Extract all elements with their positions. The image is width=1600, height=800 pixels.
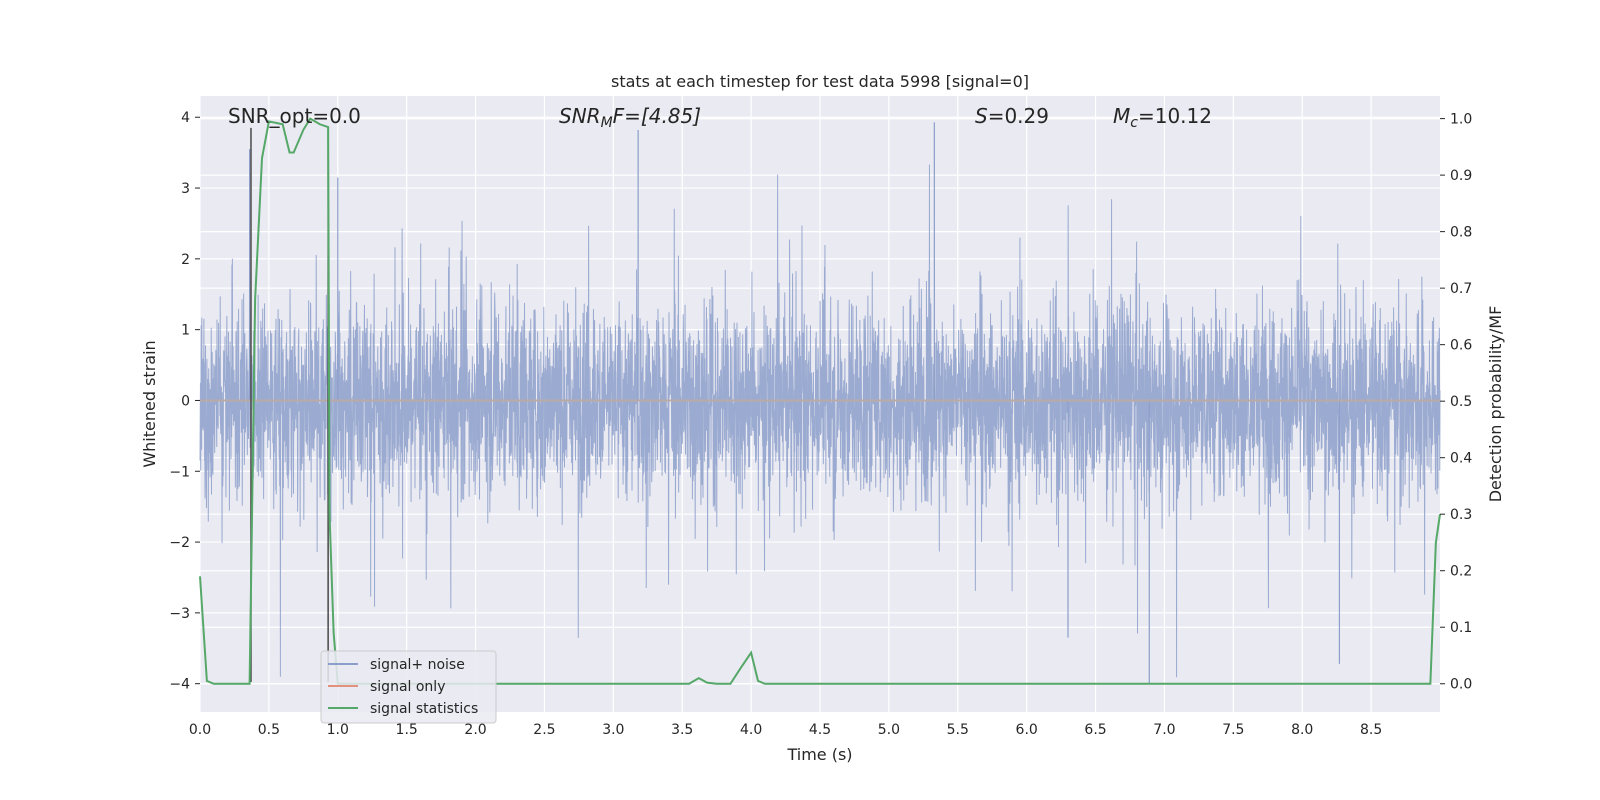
y-axis-label: Whitened strain <box>140 340 159 467</box>
x-tick-label: 7.5 <box>1222 722 1244 738</box>
y-tick-label: 1 <box>181 323 190 339</box>
x-tick-label: 7.0 <box>1153 722 1175 738</box>
y-right-tick-label: 1.0 <box>1450 112 1472 128</box>
legend-box <box>320 650 497 724</box>
legend-label-stats: signal statistics <box>370 701 478 717</box>
y-tick-label: −3 <box>169 606 190 622</box>
y-axis-right-label: Detection probability/MF <box>1486 306 1505 503</box>
snr-mf-subscript: M <box>601 115 613 131</box>
x-tick-label: 8.0 <box>1291 722 1313 738</box>
y-right-tick-label: 0.9 <box>1450 168 1472 184</box>
y-tick-label: 2 <box>181 252 190 268</box>
x-axis-label: Time (s) <box>786 745 852 764</box>
y-tick-label: 0 <box>181 393 190 409</box>
s-annotation: S=0.29 <box>975 104 1049 128</box>
y-right-tick-label: 0.7 <box>1450 281 1472 297</box>
x-tick-label: 6.0 <box>1016 722 1038 738</box>
mc-prefix: M <box>1113 104 1130 128</box>
y-right-tick-label: 0.8 <box>1450 225 1472 241</box>
y-tick-label: 3 <box>181 181 190 197</box>
y-right-tick-label: 0.0 <box>1450 677 1472 693</box>
x-tick-label: 2.5 <box>533 722 555 738</box>
legend-label-signal: signal only <box>370 679 445 695</box>
mc-annotation: Mc=10.12 <box>1113 104 1212 131</box>
y-right-tick-label: 0.6 <box>1450 338 1472 354</box>
x-axis-ticks: 0.0 0.5 1.0 1.5 2.0 2.5 3.0 3.5 4.0 4.5 5.0 5.5 6.0 6… <box>189 722 1382 738</box>
legend: signal+ noise signal only signal statist… <box>320 650 497 724</box>
y-axis-right-ticks: 1.0 0.9 0.8 0.7 0.6 0.5 0.4 0.3 0.2 0.1 0.0 <box>1440 112 1472 693</box>
x-tick-label: 3.5 <box>671 722 693 738</box>
snr-mf-annotation: SNRMF=[4.85] <box>559 104 701 131</box>
y-tick-label: −2 <box>169 535 190 551</box>
y-right-tick-label: 0.2 <box>1450 564 1472 580</box>
x-tick-label: 5.0 <box>878 722 900 738</box>
snr-mf-prefix: SNR <box>559 104 601 128</box>
x-tick-label: 8.5 <box>1360 722 1382 738</box>
mc-suffix: =10.12 <box>1138 104 1212 128</box>
y-tick-label: −4 <box>169 677 190 693</box>
x-tick-label: 0.5 <box>258 722 280 738</box>
x-tick-label: 1.5 <box>396 722 418 738</box>
signal-noise-series <box>199 122 1441 684</box>
x-tick-label: 6.5 <box>1084 722 1106 738</box>
y-right-tick-label: 0.3 <box>1450 507 1472 523</box>
s-prefix: S <box>975 104 988 128</box>
x-tick-label: 4.5 <box>809 722 831 738</box>
y-right-tick-label: 0.5 <box>1450 394 1472 410</box>
y-tick-label: 4 <box>181 110 190 126</box>
snr-opt-annotation: SNR_opt=0.0 <box>228 104 361 128</box>
y-tick-label: −1 <box>169 464 190 480</box>
x-tick-label: 0.0 <box>189 722 211 738</box>
chart-title: stats at each timestep for test data 599… <box>611 72 1029 91</box>
x-tick-label: 1.0 <box>327 722 349 738</box>
x-tick-label: 4.0 <box>740 722 762 738</box>
y-right-tick-label: 0.4 <box>1450 451 1472 467</box>
noise-trace <box>199 164 1441 678</box>
snr-mf-suffix: F=[4.85] <box>613 104 701 128</box>
mc-subscript: c <box>1130 115 1138 131</box>
y-axis-ticks: 4 3 2 1 0 −1 −2 −3 −4 <box>169 110 200 693</box>
x-tick-label: 2.0 <box>464 722 486 738</box>
x-tick-label: 3.0 <box>602 722 624 738</box>
x-tick-label: 5.5 <box>947 722 969 738</box>
s-suffix: =0.29 <box>988 104 1049 128</box>
y-right-tick-label: 0.1 <box>1450 620 1472 636</box>
legend-label-noise: signal+ noise <box>370 657 465 673</box>
